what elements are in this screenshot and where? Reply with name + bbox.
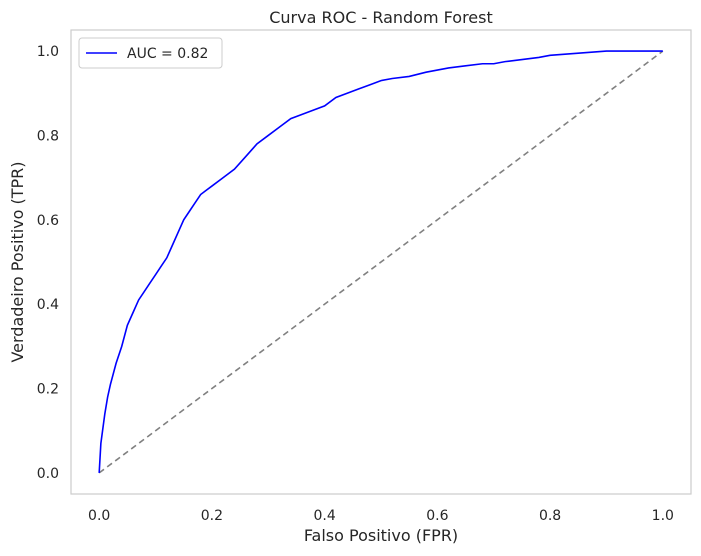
chart-title: Curva ROC - Random Forest [269, 8, 493, 27]
x-tick-label: 0.0 [88, 508, 110, 524]
y-tick-label: 1.0 [37, 44, 59, 60]
x-tick-label: 0.6 [426, 508, 448, 524]
diagonal-reference-line [98, 50, 664, 474]
x-tick-labels: 0.0 0.2 0.4 0.6 0.8 1.0 [88, 508, 674, 524]
x-tick-label: 0.8 [539, 508, 561, 524]
series-layer [98, 50, 664, 474]
y-tick-labels: 0.0 0.2 0.4 0.6 0.8 1.0 [37, 44, 59, 482]
roc-curve-line [98, 50, 663, 473]
legend-label: AUC = 0.82 [127, 46, 208, 62]
x-tick-label: 0.2 [201, 508, 223, 524]
x-tick-label: 0.4 [314, 508, 336, 524]
y-tick-label: 0.6 [37, 213, 59, 229]
y-axis-title: Verdadeiro Positivo (TPR) [8, 161, 27, 362]
y-tick-label: 0.4 [37, 297, 59, 313]
legend-box [78, 37, 223, 69]
y-tick-label: 0.0 [37, 466, 59, 482]
y-tick-label: 0.8 [37, 128, 59, 144]
y-tick-label: 0.2 [37, 382, 59, 398]
x-tick-label: 1.0 [652, 508, 674, 524]
x-axis-title: Falso Positivo (FPR) [304, 526, 458, 545]
legend: AUC = 0.82 [78, 37, 223, 69]
